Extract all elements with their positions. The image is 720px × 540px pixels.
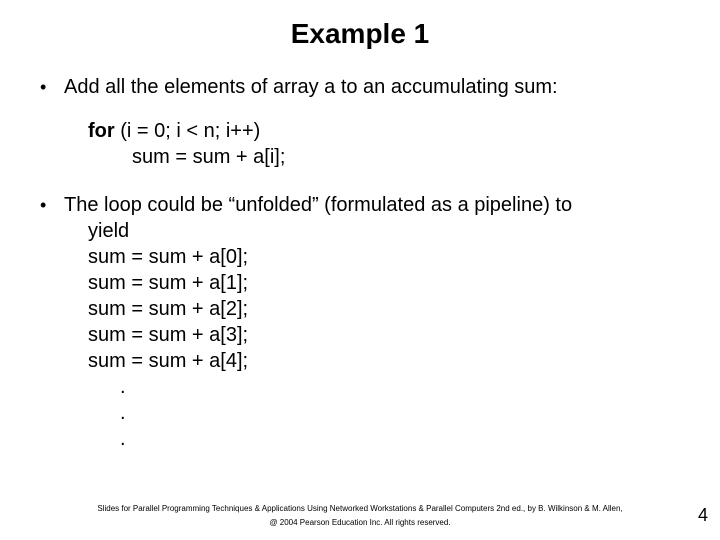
code-line-1-rest: (i = 0; i < n; i++) [115,120,261,142]
bullet-dot: • [40,192,64,218]
code-line-1: for (i = 0; i < n; i++) [88,118,680,144]
slide-title: Example 1 [40,18,680,50]
bullet-1-text: Add all the elements of array a to an ac… [64,74,558,100]
unfold-dot-3: . [64,426,680,452]
bullet-1-suffix: to an accumulating sum: [335,76,557,98]
unfold-dot-2: . [64,400,680,426]
bullet-1-array: a [324,76,335,98]
bullet-1: • Add all the elements of array a to an … [40,74,680,100]
unfold-l0: sum = sum + a[0]; [64,244,680,270]
bullet-1-prefix: Add all the elements of array [64,76,324,98]
unfold-l4: sum = sum + a[4]; [64,348,680,374]
footer: Slides for Parallel Programming Techniqu… [0,502,720,530]
bullet-2: • The loop could be “unfolded” (formulat… [40,192,680,218]
footer-line-2: @ 2004 Pearson Education Inc. All rights… [0,516,720,530]
code-block: for (i = 0; i < n; i++) sum = sum + a[i]… [88,118,680,170]
unfold-l1: sum = sum + a[1]; [64,270,680,296]
unfold-yield: yield [64,218,680,244]
keyword-for: for [88,120,115,142]
unfold-dot-1: . [64,374,680,400]
bullet-dot: • [40,74,64,100]
unfold-block: yield sum = sum + a[0]; sum = sum + a[1]… [64,218,680,452]
unfold-l3: sum = sum + a[3]; [64,322,680,348]
page-number: 4 [698,505,708,526]
bullet-2-text: The loop could be “unfolded” (formulated… [64,192,572,218]
slide-container: Example 1 • Add all the elements of arra… [0,0,720,540]
footer-line-1: Slides for Parallel Programming Techniqu… [0,502,720,516]
unfold-l2: sum = sum + a[2]; [64,296,680,322]
code-line-2: sum = sum + a[i]; [88,144,680,170]
